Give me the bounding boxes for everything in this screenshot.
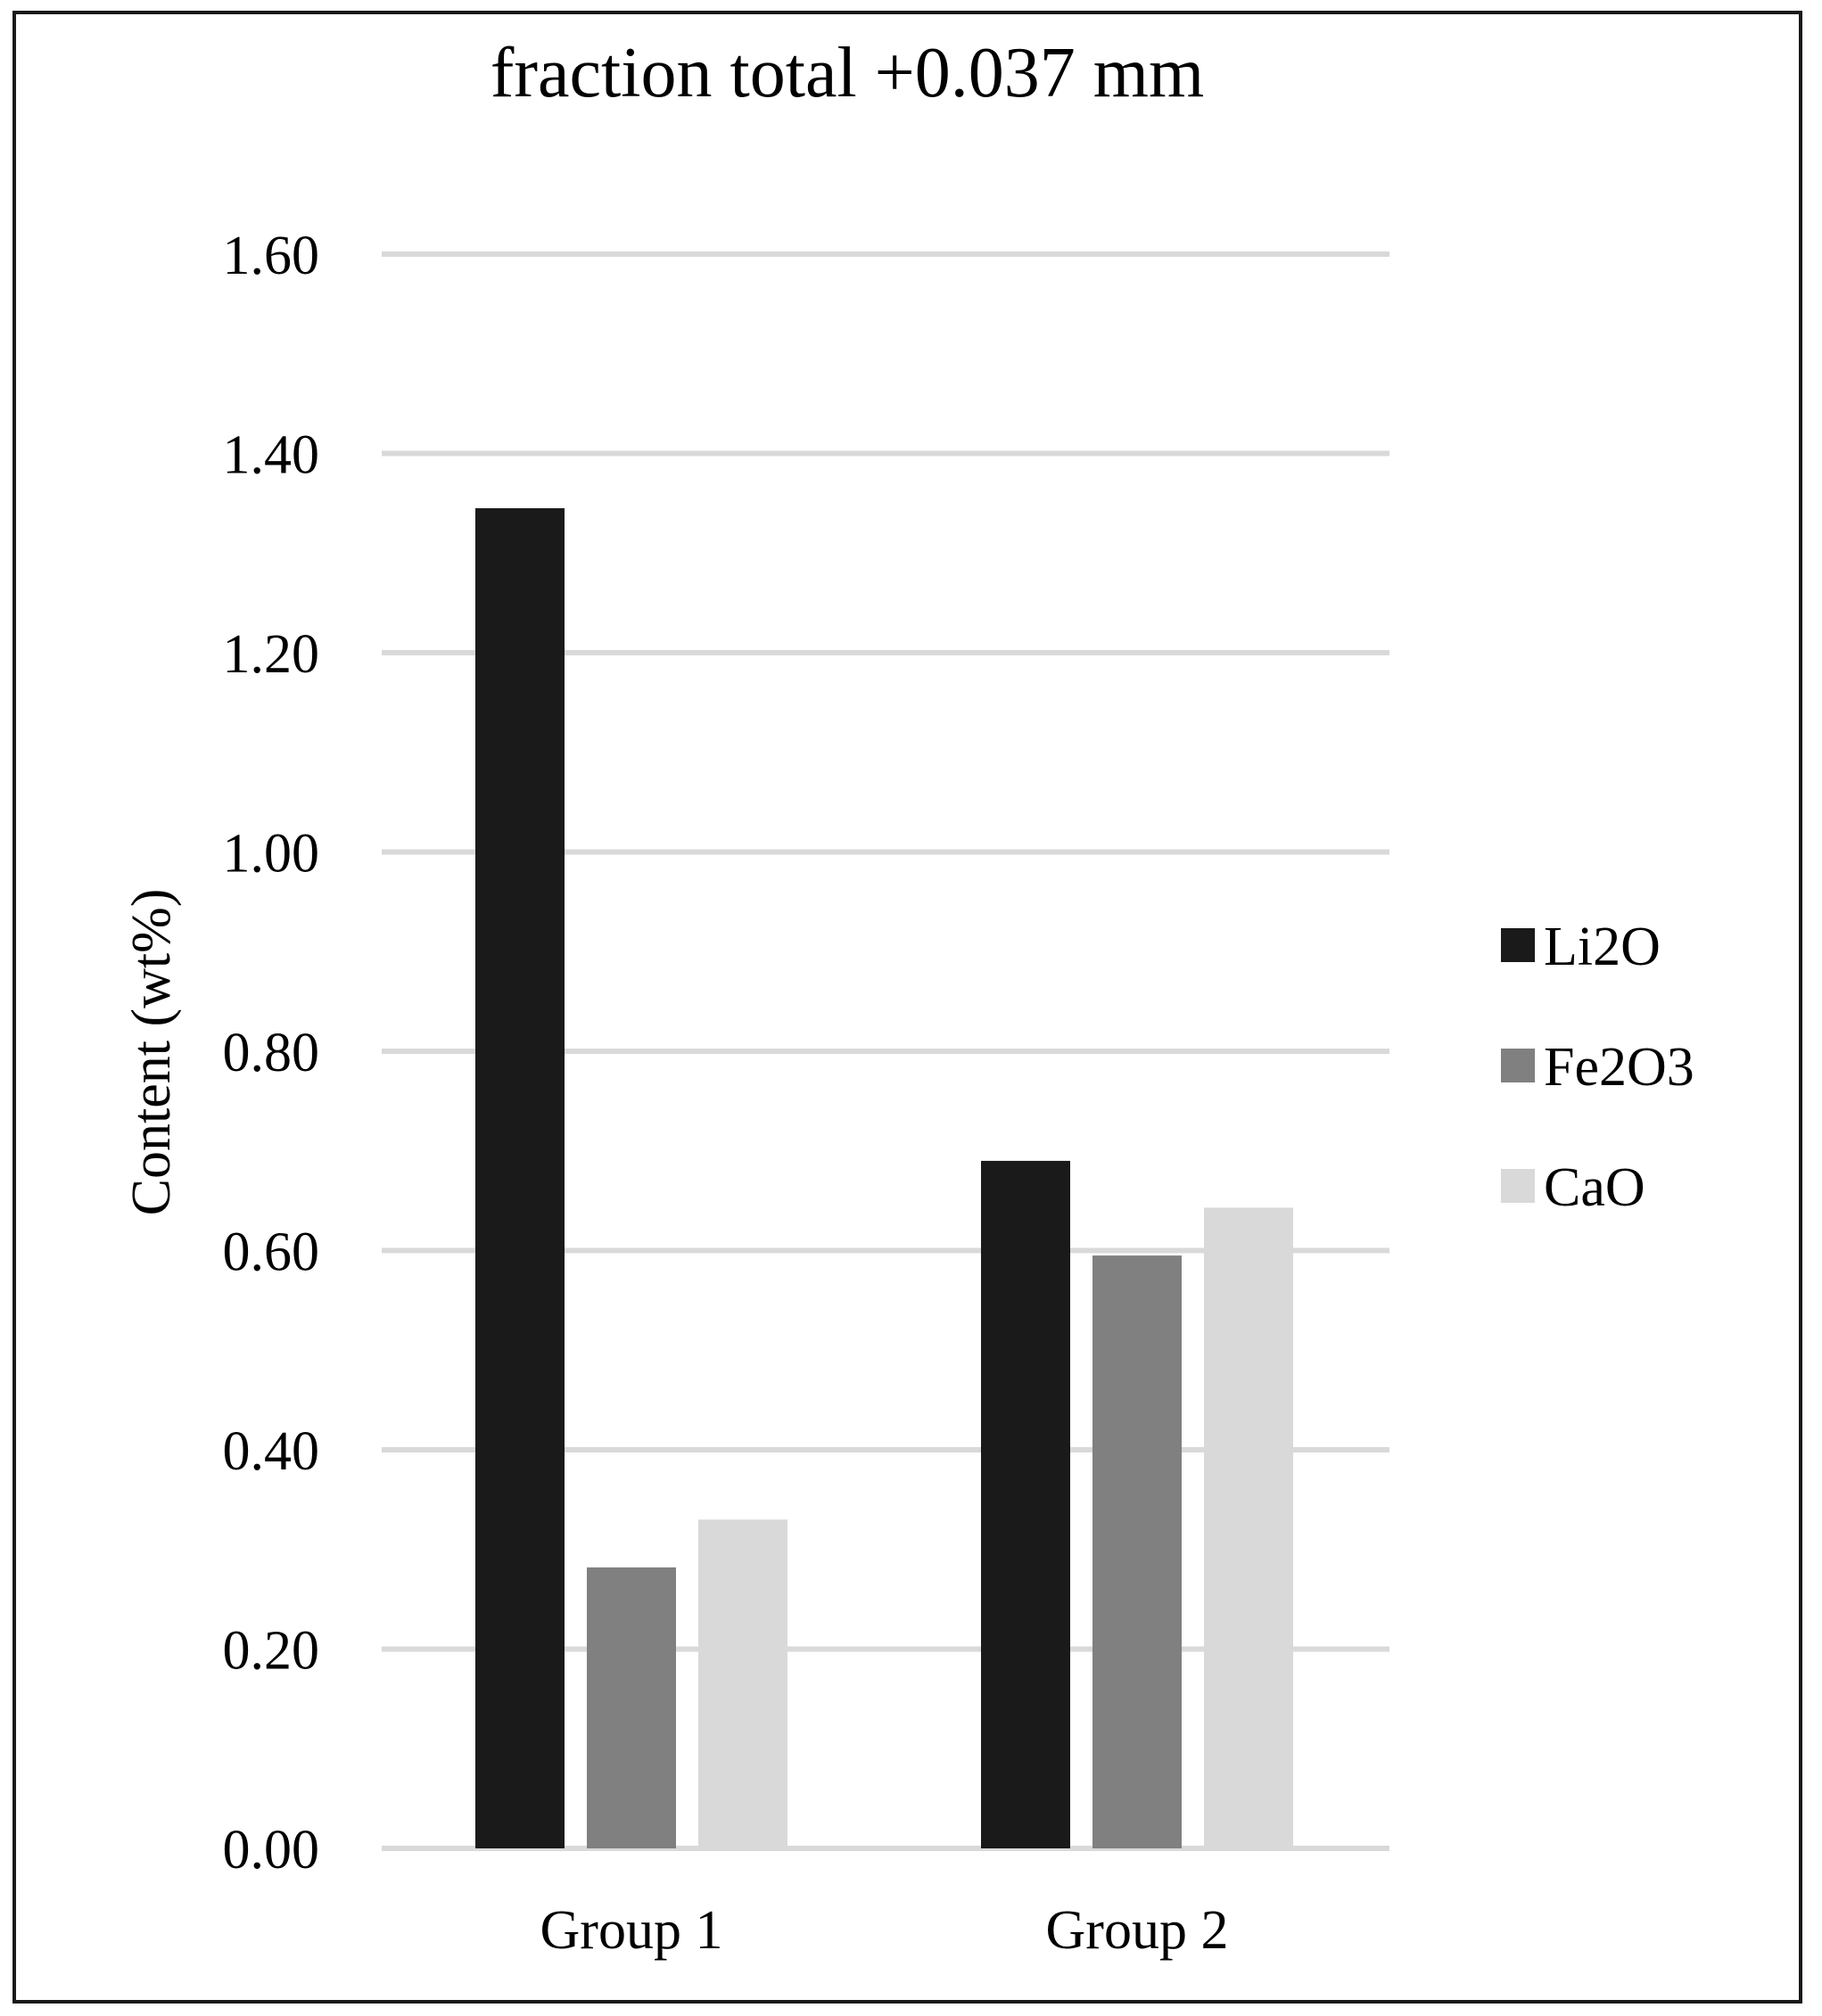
x-axis-ticks: Group 1 Group 2 xyxy=(540,1900,1229,1961)
chart-title: fraction total +0.037 mm xyxy=(491,34,1205,112)
bar-fe2o3-group-2 xyxy=(1092,1255,1182,1848)
bars xyxy=(475,507,1293,1848)
x-tick-label: Group 1 xyxy=(540,1900,723,1961)
y-tick-label: 0.40 xyxy=(223,1421,320,1482)
legend-swatch-fe2o3 xyxy=(1501,1049,1535,1082)
y-tick-label: 0.60 xyxy=(223,1222,320,1283)
y-tick-label: 1.00 xyxy=(223,824,320,885)
y-tick-label: 1.20 xyxy=(223,624,320,685)
bar-cao-group-1 xyxy=(698,1519,787,1848)
y-axis-ticks: 0.00 0.20 0.40 0.60 0.80 1.00 1.20 1.40 1.60 xyxy=(223,226,320,1880)
legend-label: Fe2O3 xyxy=(1544,1037,1694,1098)
bar-li2o-group-1 xyxy=(475,507,565,1848)
legend-label: CaO xyxy=(1544,1157,1645,1218)
chart-frame xyxy=(12,11,1802,2004)
bar-cao-group-2 xyxy=(1204,1207,1293,1848)
bar-fe2o3-group-1 xyxy=(587,1567,676,1848)
y-tick-label: 0.20 xyxy=(223,1621,320,1682)
legend-swatch-cao xyxy=(1501,1169,1535,1203)
y-axis-label: Content (wt%) xyxy=(121,889,182,1216)
legend: Li2O Fe2O3 CaO xyxy=(1501,917,1694,1218)
bar-li2o-group-2 xyxy=(981,1160,1070,1848)
y-tick-label: 1.40 xyxy=(223,425,320,486)
legend-swatch-li2o xyxy=(1501,928,1535,962)
x-tick-label: Group 2 xyxy=(1046,1900,1229,1961)
legend-label: Li2O xyxy=(1544,917,1661,977)
y-tick-label: 0.80 xyxy=(223,1023,320,1083)
y-tick-label: 1.60 xyxy=(223,226,320,286)
y-tick-label: 0.00 xyxy=(223,1820,320,1880)
